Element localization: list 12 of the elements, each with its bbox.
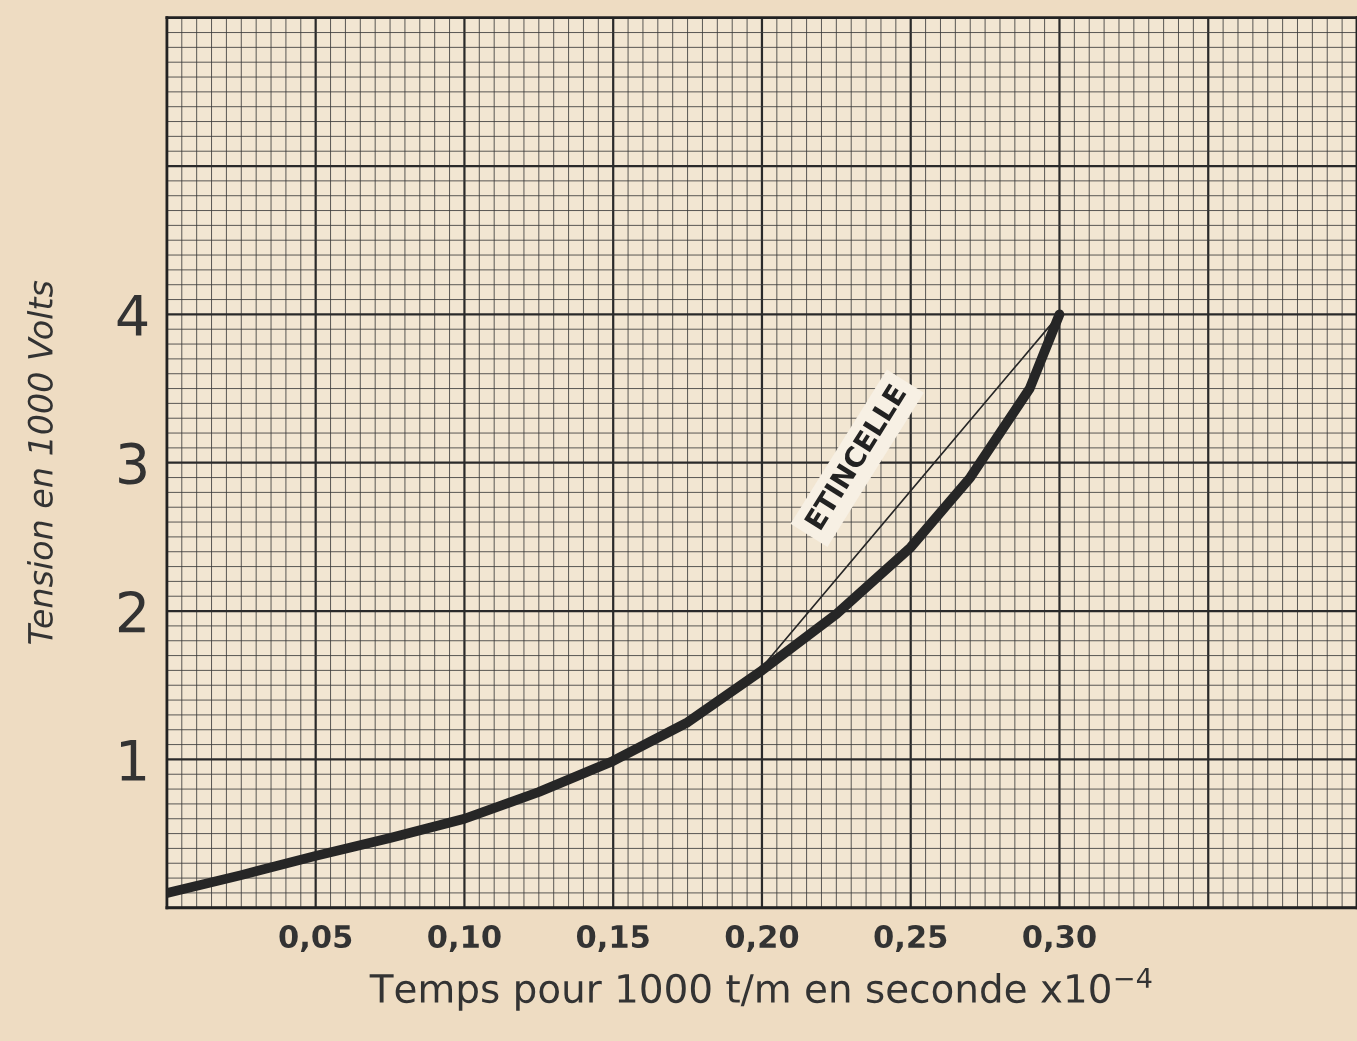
y-tick-label: 3 (119, 442, 146, 485)
y-tick-label: 2 (118, 590, 145, 633)
x-tick-label: 0,20 (725, 924, 799, 952)
x-tick-label: 0,15 (576, 924, 649, 952)
x-tick-label: 0,05 (279, 924, 352, 952)
x-tick-label: 0,25 (874, 924, 947, 952)
x-tick-label: 0,30 (1023, 924, 1096, 952)
y-tick-label: 4 (117, 294, 148, 336)
y-axis-title: Tension en 1000 Volts (27, 280, 53, 644)
x-axis-title: Temps pour 1000 t/m en seconde x10$^{−4}$ (369, 967, 1152, 1011)
x-tick-label: 0,10 (428, 924, 501, 952)
y-tick-label: 1 (121, 740, 146, 781)
